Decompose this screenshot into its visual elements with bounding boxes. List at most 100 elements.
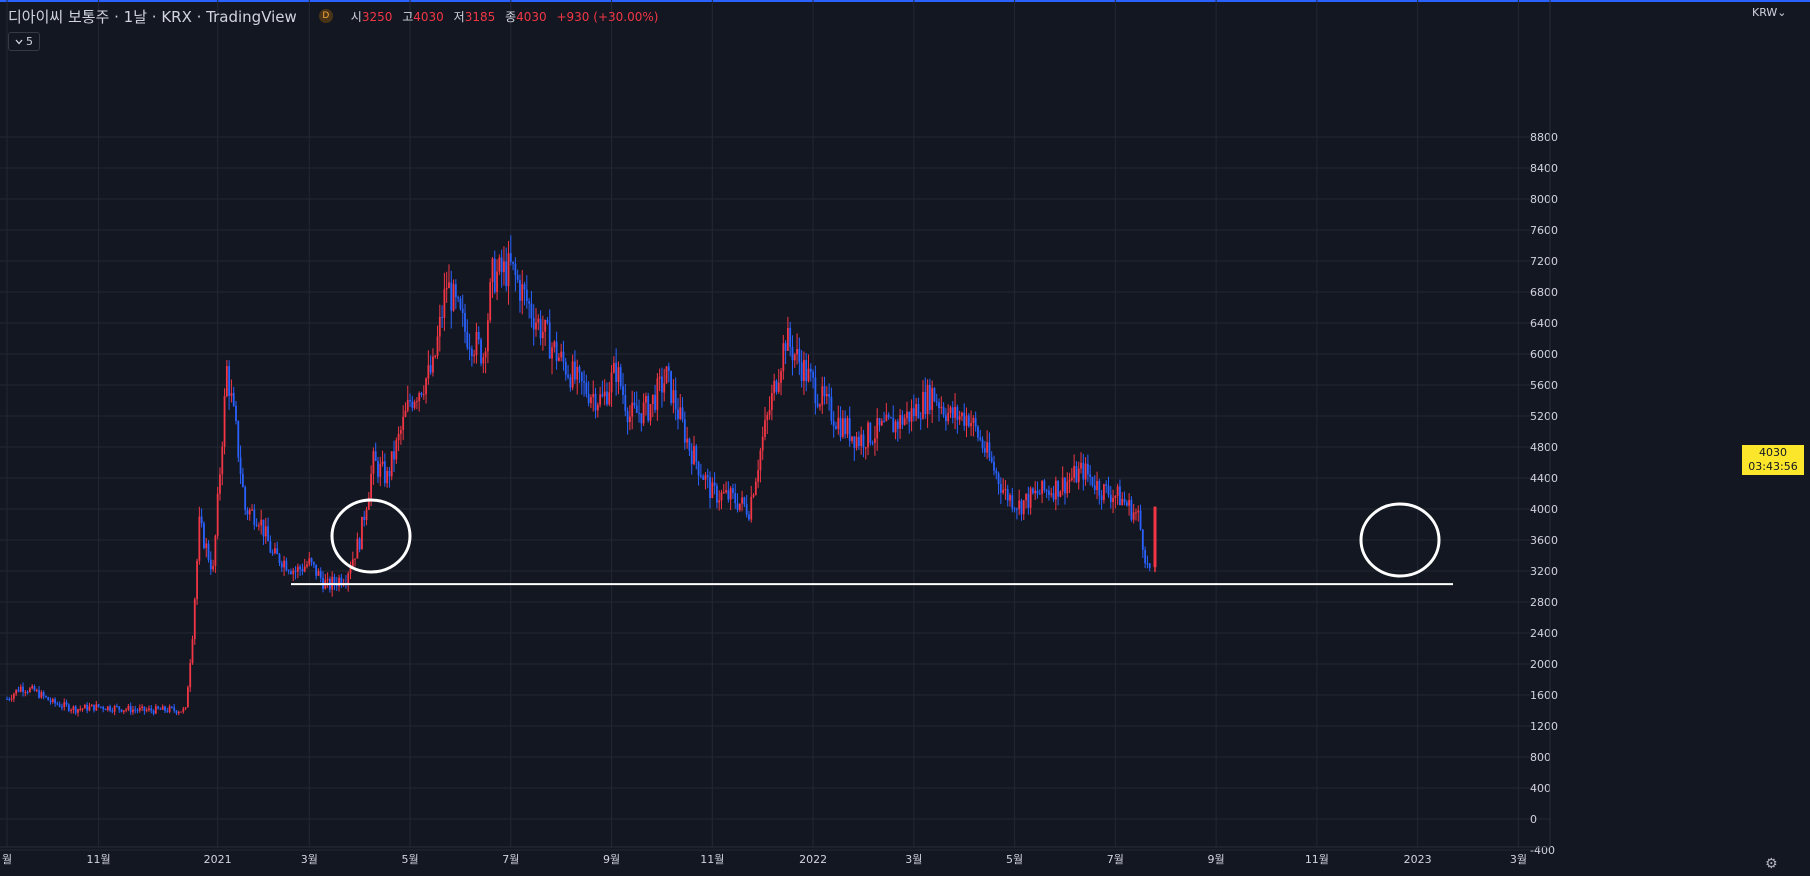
candle-body	[548, 322, 551, 359]
candle-body	[541, 331, 544, 339]
candle-body	[1089, 474, 1092, 477]
symbol-title[interactable]: 디아이씨 보통주 · 1날 · KRX · TradingView	[8, 7, 297, 26]
candle-body	[754, 481, 757, 495]
candle-body	[695, 445, 698, 462]
currency-label: KRW	[1752, 6, 1778, 19]
candle-body	[514, 263, 517, 276]
candle-body	[505, 261, 508, 287]
candle-body	[874, 438, 876, 443]
top-accent-line	[0, 0, 1810, 2]
candle-body	[280, 563, 283, 568]
candle-body	[221, 446, 224, 475]
candle-body	[86, 704, 89, 711]
time-tick-label: 3월	[301, 853, 318, 866]
candle-body	[111, 710, 114, 712]
candle-body	[182, 708, 185, 712]
price-tick-label: 400	[1530, 782, 1551, 795]
candle-body	[191, 639, 194, 664]
candle-body	[487, 320, 489, 352]
candle-body	[1084, 463, 1087, 480]
price-tick-label: 1200	[1530, 720, 1558, 733]
candle-body	[358, 538, 361, 550]
candle-body	[1137, 510, 1140, 513]
price-tick-label: 7600	[1530, 224, 1558, 237]
candle-body	[766, 414, 769, 421]
candle-body	[399, 429, 402, 434]
candle-body	[383, 461, 386, 484]
time-tick-label: 5월	[401, 853, 418, 866]
candle-body	[983, 448, 986, 453]
candle-body	[409, 399, 411, 402]
candle-body	[1114, 495, 1117, 499]
candle-body	[118, 706, 121, 710]
candle-body	[890, 417, 892, 419]
candle-body	[681, 407, 684, 420]
candle-body	[635, 405, 638, 413]
candle-body	[315, 564, 318, 576]
candle-body	[164, 706, 166, 711]
candle-body	[113, 706, 116, 712]
candle-body	[862, 434, 865, 448]
candle-body	[967, 415, 970, 427]
gear-icon[interactable]: ⚙	[1765, 856, 1778, 872]
candle-body	[587, 394, 590, 404]
symbol-header[interactable]: 디아이씨 보통주 · 1날 · KRX · TradingView D 시325…	[8, 6, 664, 26]
candle-body	[51, 699, 54, 703]
candle-body	[390, 451, 393, 477]
candle-body	[136, 710, 139, 712]
candle-body	[209, 559, 212, 570]
candle-body	[285, 560, 288, 571]
grid-layer	[0, 0, 1550, 851]
candle-body	[184, 707, 187, 709]
candle-body	[132, 709, 134, 713]
indicators-toggle-button[interactable]: 5	[8, 32, 40, 51]
candle-body	[351, 559, 354, 568]
candle-body	[67, 704, 70, 711]
candle-body	[145, 710, 148, 712]
candle-body	[1057, 480, 1060, 497]
candle-body	[1096, 480, 1098, 491]
market-status-badge[interactable]: D	[318, 9, 333, 23]
price-tick-label: 5600	[1530, 379, 1558, 392]
candle-body	[915, 404, 918, 417]
candle-body	[651, 394, 654, 405]
candle-body	[26, 692, 29, 694]
candle-body	[789, 327, 792, 347]
currency-selector[interactable]: KRW⌄	[1752, 6, 1787, 19]
candle-body	[1050, 493, 1053, 495]
candle-body	[196, 560, 198, 600]
candle-body	[33, 686, 36, 691]
candle-body	[255, 524, 258, 527]
candle-body	[372, 451, 375, 474]
candle-body	[70, 709, 73, 711]
candle-body	[512, 261, 514, 264]
candle-body	[784, 343, 787, 351]
candle-body	[388, 470, 391, 477]
price-tick-label: 8800	[1530, 131, 1558, 144]
candle-body	[571, 361, 574, 388]
candle-body	[6, 698, 8, 700]
candle-body	[244, 486, 247, 510]
candle-body	[610, 372, 613, 393]
candle-body	[239, 457, 242, 474]
candle-body	[775, 380, 778, 392]
candle-body	[716, 485, 718, 503]
candle-body	[949, 407, 952, 414]
price-tick-label: 8400	[1530, 162, 1558, 175]
candle-body	[601, 394, 604, 397]
candle-body	[560, 351, 563, 358]
candle-body	[157, 706, 160, 709]
candle-body	[628, 416, 631, 423]
candle-body	[507, 253, 510, 287]
candle-body	[166, 710, 169, 712]
candle-body	[986, 442, 989, 453]
candle-body	[736, 503, 739, 510]
candle-body	[116, 706, 118, 708]
time-tick-label: 2023	[1404, 853, 1432, 866]
candle-body	[90, 704, 93, 707]
candle-body	[516, 275, 519, 281]
candle-body	[656, 378, 659, 411]
candle-body	[457, 297, 460, 299]
candle-body	[1059, 491, 1062, 497]
